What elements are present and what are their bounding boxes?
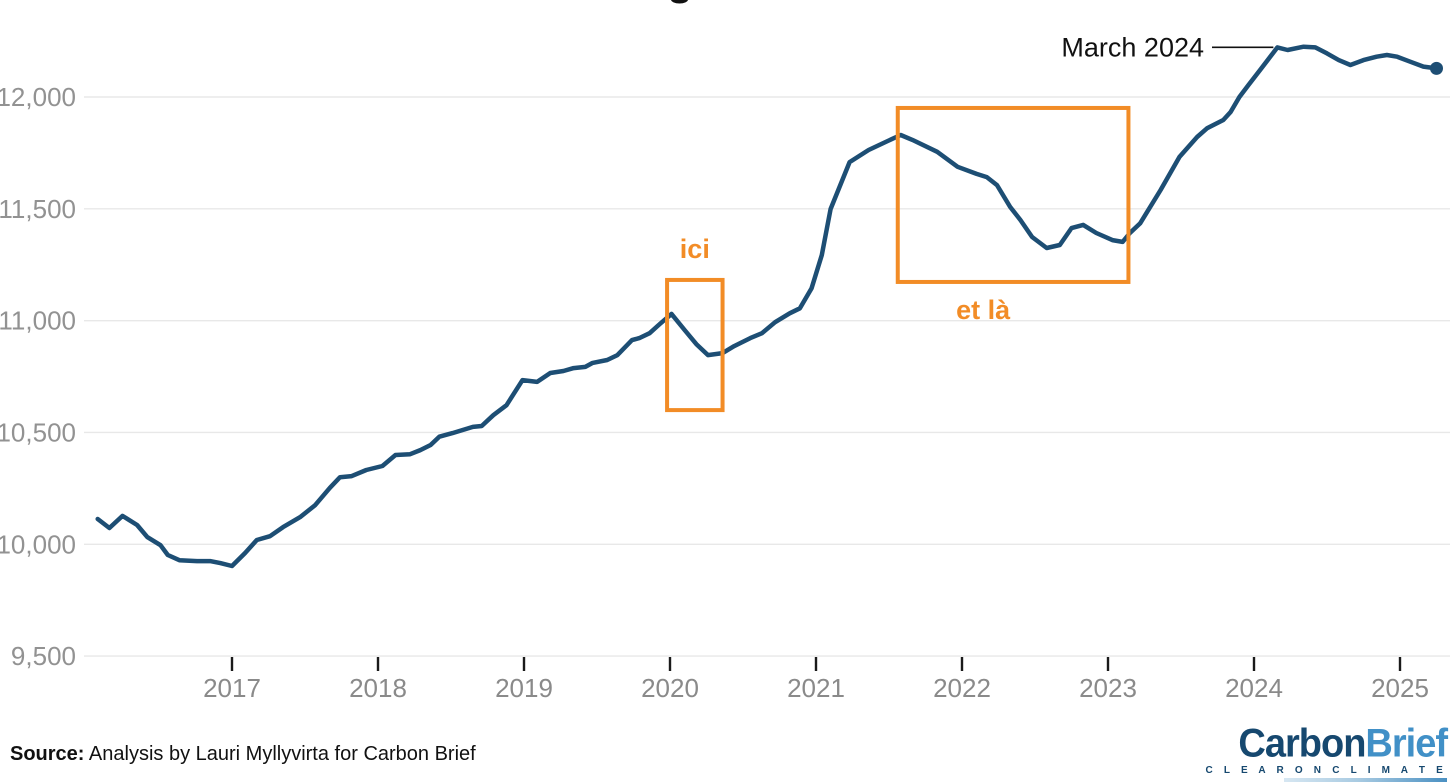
highlight-box-etla <box>895 105 1131 284</box>
cutoff-title-fragment <box>671 0 688 4</box>
source-credit: Source: Analysis by Lauri Myllyvirta for… <box>10 743 476 766</box>
carbonbrief-logo: CarbonBrief C L E A R O N C L I M A T E <box>1205 721 1448 782</box>
source-label: Source: <box>10 743 85 765</box>
x-axis-tick-label: 2017 <box>203 673 261 703</box>
x-axis-tick-label: 2020 <box>641 673 699 703</box>
x-axis-tick-label: 2021 <box>787 673 845 703</box>
latest-point-dot <box>1430 61 1443 75</box>
logo-bar <box>1284 778 1447 782</box>
annotation-label-ici: ici <box>680 234 710 264</box>
x-axis-tick-label: 2024 <box>1225 673 1283 703</box>
x-axis-tick-label: 2018 <box>349 673 407 703</box>
x-axis-tick-label: 2019 <box>495 673 553 703</box>
y-axis-tick-label: 10,500 <box>0 417 76 447</box>
y-axis-tick-label: 10,000 <box>0 529 76 559</box>
y-axis-tick-label: 12,000 <box>0 82 76 112</box>
annotation-label-march-2024: March 2024 <box>1061 32 1204 62</box>
y-axis-tick-label: 11,500 <box>0 194 76 224</box>
carbonbrief-wordmark: CarbonBrief <box>1205 721 1448 767</box>
logo-brief-text: Brief <box>1365 721 1448 767</box>
y-axis-tick-label: 9,500 <box>11 641 76 671</box>
data-line <box>95 44 1439 569</box>
logo-tagline: C L E A R O N C L I M A T E <box>1205 765 1447 776</box>
x-axis-tick-label: 2023 <box>1079 673 1137 703</box>
logo-carbon-text: Carbon <box>1238 721 1366 767</box>
x-axis-tick-label: 2022 <box>933 673 991 703</box>
annotation-label-etla: et là <box>956 295 1011 325</box>
y-axis-tick-label: 11,000 <box>0 306 76 336</box>
highlight-box-ici <box>665 277 725 413</box>
source-text: Analysis by Lauri Myllyvirta for Carbon … <box>84 743 476 765</box>
x-axis-tick-label: 2025 <box>1371 673 1429 703</box>
